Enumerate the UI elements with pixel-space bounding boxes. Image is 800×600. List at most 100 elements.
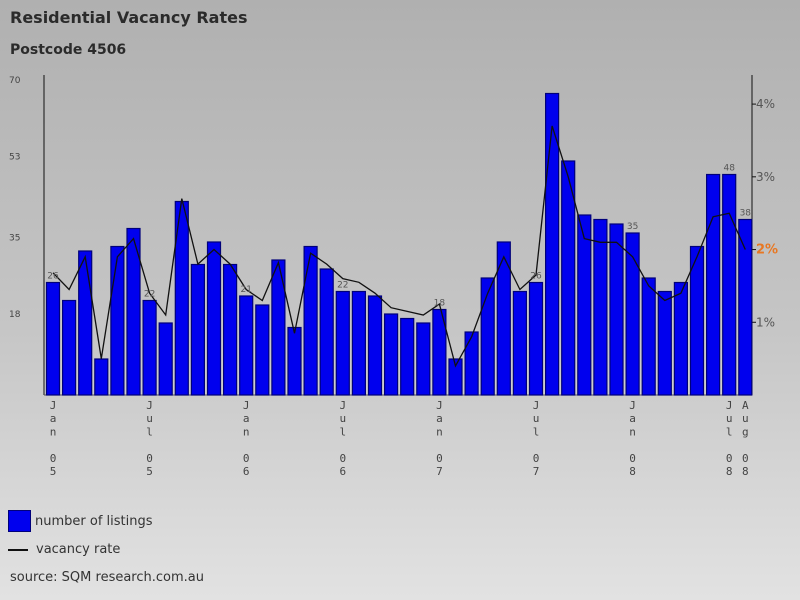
x-tick-label: u [726, 412, 733, 425]
data-label: 21 [240, 285, 251, 295]
bar [158, 322, 173, 396]
bar [190, 263, 205, 396]
x-tick-label: a [436, 412, 443, 425]
bar [448, 358, 463, 396]
bar [287, 326, 302, 396]
x-tick-label: a [629, 412, 636, 425]
bar [561, 160, 576, 396]
x-tick-label: J [339, 399, 346, 412]
bar [384, 313, 399, 396]
x-tick-label: u [742, 412, 749, 425]
x-tick-label: n [243, 425, 250, 438]
x-tick-label: J [533, 399, 540, 412]
bar [577, 214, 592, 396]
bar [544, 92, 560, 396]
bar [641, 277, 656, 396]
chart-title: Residential Vacancy Rates [10, 8, 248, 27]
vacancy-rate-line [52, 125, 746, 368]
data-label: 35 [627, 222, 638, 232]
chart-subtitle: Postcode 4506 [10, 42, 127, 58]
legend-vacancy-label: vacancy rate [36, 542, 121, 557]
legend-bar-swatch [8, 510, 31, 532]
bar [126, 227, 141, 396]
bar [45, 281, 61, 396]
bar [609, 223, 624, 396]
x-tick-label: u [146, 412, 153, 425]
x-tick-label: 8 [726, 465, 733, 478]
bar [223, 263, 238, 396]
data-label: 26 [530, 272, 542, 282]
x-tick-label: 0 [146, 452, 153, 465]
data-label: 38 [740, 209, 752, 219]
bar [512, 290, 528, 396]
x-tick-label: 7 [436, 465, 443, 478]
bar [593, 218, 608, 396]
bar [400, 317, 415, 396]
x-tick-label: 0 [436, 452, 443, 465]
bar [528, 281, 544, 396]
bar [738, 218, 753, 396]
x-tick-label: 5 [146, 465, 153, 478]
right-tick-label: 1% [756, 315, 775, 329]
data-label: 48 [723, 164, 735, 174]
bar [94, 358, 109, 396]
bar [239, 295, 254, 396]
bar [673, 281, 689, 396]
bar [480, 277, 495, 396]
bar [657, 290, 672, 396]
right-tick-label: 4% [756, 97, 775, 111]
bar [61, 299, 77, 396]
bar [496, 241, 511, 396]
x-tick-label: 0 [243, 452, 250, 465]
data-label: 22 [337, 281, 348, 291]
x-tick-label: l [533, 425, 540, 438]
bar [255, 304, 270, 396]
legend-listings-label: number of listings [35, 513, 153, 529]
x-tick-label: J [243, 399, 250, 412]
x-tick-label: 0 [533, 452, 540, 465]
x-tick-label: g [742, 425, 749, 438]
x-tick-label: u [533, 412, 540, 425]
legend-line-swatch [8, 548, 28, 551]
right-tick-label: 3% [756, 170, 775, 184]
x-tick-label: J [629, 399, 636, 412]
legend-item-vacancy: vacancy rate [8, 542, 120, 557]
left-tick-label: 53 [9, 153, 20, 163]
left-tick-label: 18 [9, 310, 21, 320]
x-tick-label: 0 [726, 452, 733, 465]
bar [464, 331, 479, 396]
x-tick-label: l [146, 425, 153, 438]
bar [416, 322, 431, 396]
x-tick-label: 0 [50, 452, 57, 465]
x-tick-label: 8 [742, 465, 749, 478]
x-tick-label: n [50, 425, 57, 438]
bar [271, 259, 286, 396]
bar [303, 245, 318, 396]
bar [625, 232, 640, 396]
x-tick-label: l [339, 425, 346, 438]
bar [319, 268, 334, 396]
bar [335, 290, 350, 396]
x-tick-label: n [629, 425, 636, 438]
bar [206, 241, 222, 396]
bar [367, 295, 383, 396]
x-tick-label: A [742, 399, 749, 412]
x-tick-label: 0 [339, 452, 346, 465]
x-tick-label: a [243, 412, 250, 425]
left-tick-label: 35 [9, 234, 20, 244]
x-tick-label: 6 [243, 465, 250, 478]
x-tick-label: l [726, 425, 733, 438]
bar [78, 250, 93, 396]
x-tick-label: 0 [629, 452, 636, 465]
x-tick-label: 5 [50, 465, 57, 478]
bar [142, 299, 157, 396]
bar [432, 308, 447, 396]
x-tick-label: J [50, 399, 57, 412]
x-tick-label: a [50, 412, 57, 425]
data-label: 22 [144, 290, 155, 300]
x-tick-label: 8 [629, 465, 636, 478]
x-tick-label: 7 [533, 465, 540, 478]
right-tick-label: 2% [756, 243, 778, 258]
x-tick-label: J [436, 399, 443, 412]
